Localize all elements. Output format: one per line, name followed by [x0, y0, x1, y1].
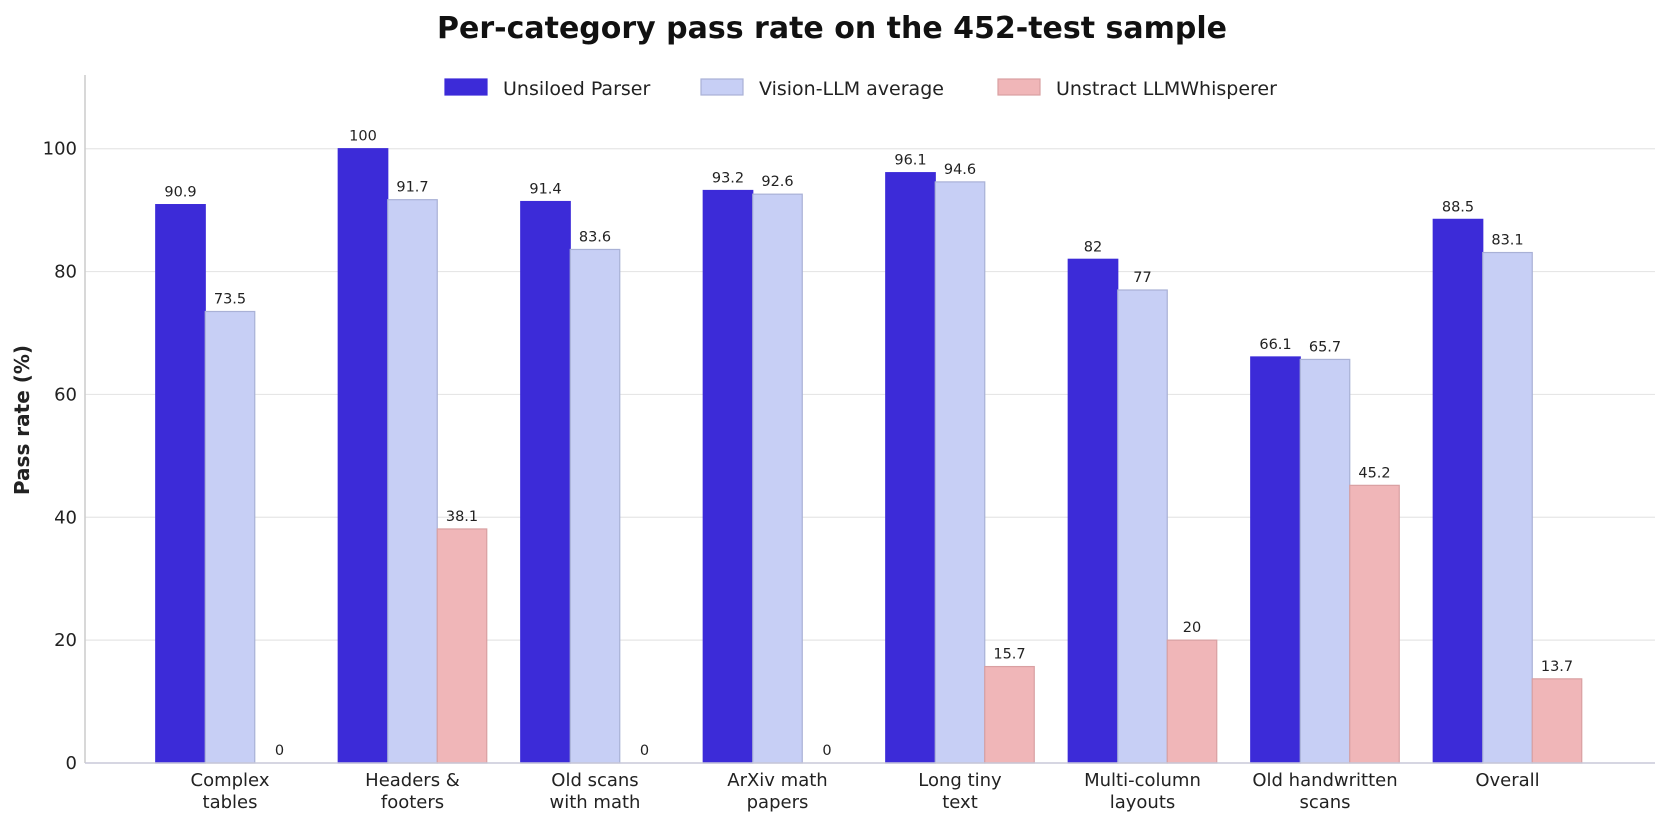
y-tick-label: 40: [54, 507, 77, 528]
data-label: 65.7: [1309, 339, 1341, 355]
bar-series-1-cat-4: [934, 181, 986, 764]
x-tick-label: tables: [203, 792, 258, 813]
data-label: 91.4: [529, 182, 561, 198]
bar-series-0-cat-1: [337, 148, 389, 764]
bar-series-2-cat-7: [1531, 678, 1583, 764]
data-label: 96.1: [894, 153, 926, 169]
bar-series-1-cat-5: [1117, 289, 1168, 764]
data-label: 93.2: [712, 170, 744, 186]
x-tick-label: Multi-column: [1084, 770, 1201, 791]
bar-series-0-cat-3: [702, 189, 754, 764]
data-label: 38.1: [446, 509, 478, 525]
y-tick-label: 20: [54, 630, 77, 651]
bar-series-1-cat-3: [752, 193, 803, 764]
x-tick-label: layouts: [1110, 792, 1176, 813]
data-label: 82: [1084, 239, 1102, 255]
x-tick-label: Headers &: [365, 770, 460, 791]
data-label: 91.7: [396, 180, 428, 196]
legend-swatch: [997, 78, 1041, 96]
data-label: 66.1: [1259, 337, 1291, 353]
data-label: 20: [1183, 620, 1201, 636]
x-tick-label: Complex: [191, 770, 270, 791]
x-tick-label: Overall: [1475, 770, 1539, 791]
data-label: 88.5: [1442, 199, 1474, 215]
bar-series-2-cat-6: [1349, 484, 1400, 764]
y-tick-label: 0: [66, 753, 77, 774]
bar-series-2-cat-4: [984, 665, 1035, 764]
x-tick-label: Long tiny: [918, 770, 1002, 791]
chart-title: Per-category pass rate on the 452-test s…: [437, 11, 1227, 46]
bar-series-0-cat-5: [1067, 258, 1119, 764]
y-tick-label: 100: [43, 139, 77, 160]
data-label: 0: [640, 743, 649, 759]
y-tick-label: 80: [54, 262, 77, 283]
x-tick-label: Old scans: [551, 770, 638, 791]
legend-swatch: [444, 78, 488, 96]
data-label: 83.6: [579, 229, 611, 245]
bar-series-1-cat-0: [204, 310, 256, 764]
x-tick-label: footers: [381, 792, 444, 813]
bar-series-1-cat-1: [387, 199, 438, 764]
bar-series-2-cat-5: [1166, 639, 1218, 764]
data-label: 92.6: [761, 174, 793, 190]
data-label: 100: [349, 129, 377, 145]
bar-series-2-cat-1: [436, 528, 488, 764]
bar-series-0-cat-0: [155, 204, 206, 764]
bar-series-0-cat-6: [1250, 356, 1301, 764]
bar-series-1-cat-2: [569, 248, 621, 764]
data-label: 83.1: [1491, 233, 1523, 249]
bar-series-0-cat-7: [1432, 218, 1484, 764]
data-label: 77: [1133, 270, 1151, 286]
data-label: 15.7: [993, 647, 1025, 663]
data-label: 45.2: [1358, 465, 1390, 481]
y-tick-label: 60: [54, 384, 77, 405]
legend: Unsiloed Parser Vision-LLM average Unstrac…: [444, 78, 1277, 100]
x-tick-label: Old handwritten: [1252, 770, 1397, 791]
bar-series-0-cat-4: [885, 172, 936, 764]
gridlines: [85, 148, 1655, 641]
legend-label: Unsiloed Parser: [503, 78, 650, 100]
bars: 90.9 73.5 0 100 91.7 38.1 91.4 83.6 0 93.2 92.6 0 96…: [155, 129, 1583, 764]
data-label: 0: [275, 743, 284, 759]
legend-swatch: [700, 78, 744, 96]
bar-series-0-cat-2: [520, 200, 571, 764]
y-axis-label: Pass rate (%): [10, 345, 34, 495]
x-tick-label: papers: [747, 792, 809, 813]
data-label: 90.9: [164, 185, 196, 201]
data-label: 13.7: [1541, 659, 1573, 675]
data-label: 73.5: [214, 292, 246, 308]
data-label: 94.6: [944, 162, 976, 178]
bar-series-1-cat-6: [1299, 358, 1351, 764]
x-tick-label: with math: [550, 792, 641, 813]
legend-label: Unstract LLMWhisperer: [1056, 78, 1277, 100]
legend-label: Vision-LLM average: [759, 78, 944, 100]
x-tick-label: ArXiv math: [727, 770, 827, 791]
x-tick-label: scans: [1299, 792, 1350, 813]
data-label: 0: [822, 743, 831, 759]
bar-series-1-cat-7: [1482, 251, 1533, 764]
x-tick-label: text: [942, 792, 978, 813]
